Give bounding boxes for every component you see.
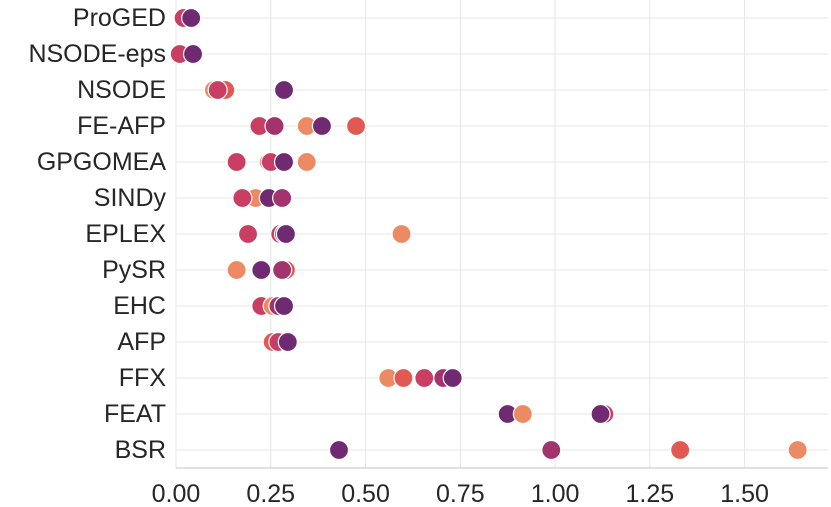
data-point: [181, 7, 202, 29]
y-tick-label: FEAT: [104, 400, 166, 428]
x-tick-label: 0.25: [246, 480, 295, 507]
data-point: [670, 439, 691, 461]
y-tick-labels: ProGED NSODE-eps NSODE FE-AFP GPGOMEA SINDy EP…: [28, 4, 166, 464]
x-tick-label: 1.00: [531, 480, 580, 507]
data-point: [272, 259, 293, 281]
y-tick-label: GPGOMEA: [37, 148, 167, 176]
x-tick-labels: 0.00 0.25 0.50 0.75 1.00 1.25 1.50: [152, 480, 769, 507]
y-tick-label: NSODE-eps: [28, 40, 166, 68]
data-point: [787, 439, 808, 461]
data-point: [442, 367, 463, 389]
data-point: [251, 259, 272, 281]
x-tick-label: 1.50: [720, 480, 769, 507]
y-tick-label: PySR: [102, 256, 166, 284]
y-tick-label: FFX: [119, 364, 167, 392]
data-point: [328, 439, 350, 461]
data-point: [226, 259, 247, 281]
data-point: [232, 187, 253, 209]
data-point: [275, 223, 297, 245]
y-tick-label: EHC: [113, 292, 166, 320]
data-point: [226, 151, 247, 173]
data-point: [237, 223, 259, 245]
data-point: [512, 403, 533, 425]
data-point: [273, 151, 295, 173]
data-point: [590, 403, 611, 425]
data-point: [273, 295, 295, 317]
data-point: [311, 115, 333, 137]
data-point: [264, 115, 285, 137]
y-tick-label: BSR: [115, 436, 166, 464]
data-point: [391, 223, 412, 245]
data-point: [207, 79, 228, 101]
data-point: [272, 187, 293, 209]
data-point: [345, 115, 367, 137]
data-point: [296, 151, 317, 173]
y-tick-label: FE-AFP: [77, 112, 166, 140]
data-point: [182, 43, 204, 65]
y-tick-label: NSODE: [77, 76, 166, 104]
y-tick-label: AFP: [117, 328, 166, 356]
data-points: [169, 7, 808, 461]
y-tick-label: EPLEX: [85, 220, 166, 248]
data-point: [393, 367, 414, 389]
x-tick-label: 0.75: [436, 480, 485, 507]
y-tick-label: SINDy: [94, 184, 167, 212]
data-point: [277, 331, 298, 353]
data-point: [414, 367, 435, 389]
y-tick-label: ProGED: [73, 4, 166, 32]
x-tick-label: 0.50: [341, 480, 390, 507]
data-point: [273, 79, 295, 101]
x-tick-label: 1.25: [626, 480, 675, 507]
x-tick-label: 0.00: [152, 480, 201, 507]
data-point: [541, 439, 562, 461]
